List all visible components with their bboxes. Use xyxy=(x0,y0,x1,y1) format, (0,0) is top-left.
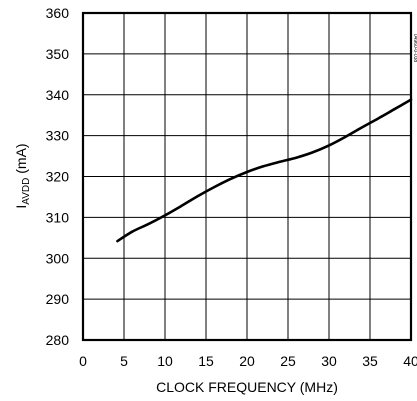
grid-lines xyxy=(83,13,411,340)
x-tick-label: 5 xyxy=(120,353,128,369)
y-tick-label: 290 xyxy=(46,291,70,307)
series-line xyxy=(116,98,413,243)
x-tick-label: 25 xyxy=(280,353,296,369)
series-group xyxy=(116,98,413,243)
y-tick-label: 350 xyxy=(46,46,70,62)
y-tick-label: 330 xyxy=(46,128,70,144)
y-tick-label: 320 xyxy=(46,169,70,185)
y-tick-label: 360 xyxy=(46,5,70,21)
y-axis-label: IAVDD (mA) xyxy=(13,143,32,208)
x-tick-label: 40 xyxy=(403,353,417,369)
x-axis-label: CLOCK FREQUENCY (MHz) xyxy=(156,379,338,395)
x-tick-label: 10 xyxy=(157,353,173,369)
y-tick-labels: 280 290 300 310 320 330 340 350 360 xyxy=(46,5,70,348)
y-tick-label: 280 xyxy=(46,332,70,348)
x-tick-labels: 0 5 10 15 20 25 30 35 40 xyxy=(79,353,417,369)
side-note: 04960-0-038 xyxy=(412,34,417,63)
plot-area-frame xyxy=(81,11,413,342)
x-tick-label: 20 xyxy=(239,353,255,369)
y-tick-label: 300 xyxy=(46,250,70,266)
x-tick-label: 0 xyxy=(79,353,87,369)
y-tick-label: 310 xyxy=(46,209,70,225)
y-tick-label: 340 xyxy=(46,87,70,103)
y-axis-label-main: I xyxy=(13,205,29,209)
y-axis-label-unit: (mA) xyxy=(13,143,29,177)
x-tick-label: 15 xyxy=(198,353,214,369)
x-tick-label: 30 xyxy=(321,353,337,369)
y-axis-label-subscript: AVDD xyxy=(21,178,32,205)
x-tick-label: 35 xyxy=(362,353,378,369)
